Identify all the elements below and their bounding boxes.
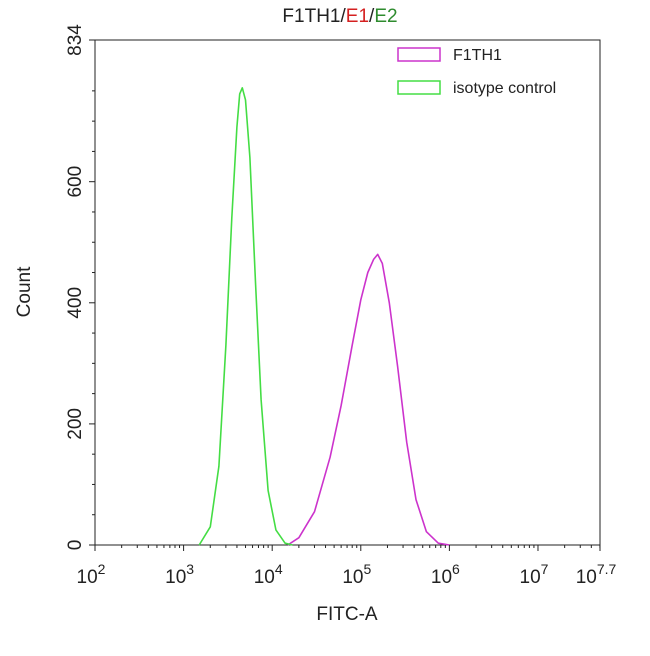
y-tick-label: 600 [65,166,86,198]
chart-title: F1TH1/E1/E2 [282,6,397,27]
x-axis-label: FITC-A [316,604,378,625]
plot-area [94,39,601,546]
x-tick-label: 107 [520,561,549,588]
y-axis: 0 200 400 600 834 [65,24,95,551]
legend: F1TH1 isotype control [397,47,556,97]
y-tick-label: 834 [65,24,86,56]
series-line-0 [287,253,450,546]
series-line-1 [198,87,293,546]
legend-label: F1TH1 [453,47,502,64]
x-tick-label: 105 [342,561,371,588]
title-part-2: E1 [346,6,369,27]
plot-border [94,39,601,546]
title-part-0: F1TH1 [282,6,340,27]
y-tick-label: 0 [65,540,86,551]
x-tick-label: 103 [165,561,194,588]
legend-swatch [397,47,441,62]
x-tick-label: 107.7 [576,561,617,588]
title-part-4: E2 [374,6,397,27]
x-tick-label: 106 [431,561,460,588]
series-lines [198,87,450,546]
title-part-3: / [369,6,375,27]
legend-label: isotype control [453,80,556,97]
x-axis: 102 103 104 105 106 107 107.7 [77,545,617,588]
title-part-1: / [341,6,347,27]
x-tick-label: 102 [77,561,106,588]
y-tick-label: 200 [65,408,86,440]
legend-swatch [397,80,441,95]
x-tick-label: 104 [254,561,283,588]
y-axis-label: Count [14,266,35,317]
y-tick-label: 400 [65,287,86,319]
